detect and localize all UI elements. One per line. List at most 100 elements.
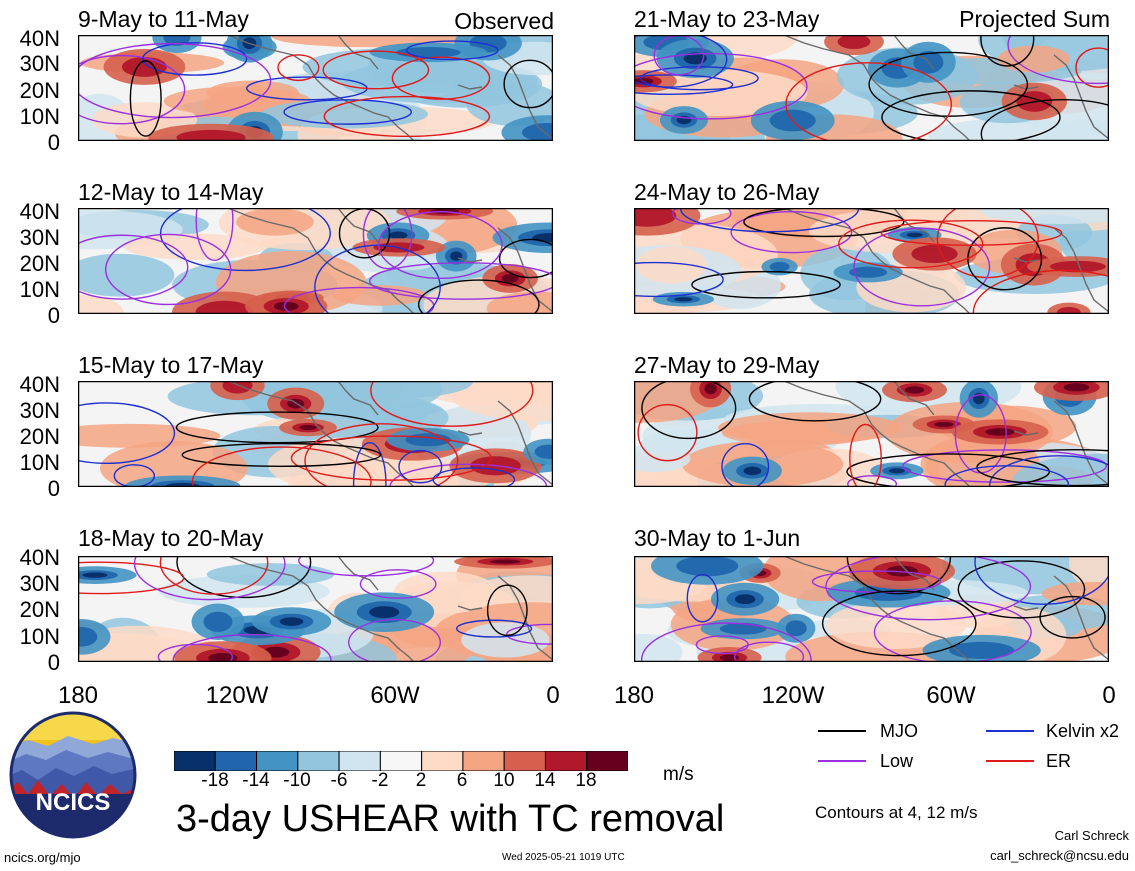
shear-shading: [222, 381, 253, 394]
map-panel-left-3: [78, 381, 553, 487]
lat-label: 0: [47, 130, 60, 155]
anomaly-contour: [176, 556, 312, 599]
website-link[interactable]: ncics.org/mjo: [4, 850, 81, 865]
colorbar-swatch: [174, 751, 216, 771]
lat-label: 40N: [19, 545, 60, 570]
shear-shading: [78, 627, 98, 647]
anomaly-contour: [686, 573, 719, 623]
anomaly-contour: [405, 40, 499, 61]
colorbar-swatch: [297, 751, 340, 771]
colorbar: [174, 751, 628, 771]
map-frame: [78, 556, 553, 662]
anomaly-contour: [368, 262, 553, 300]
shear-shading: [985, 428, 1015, 436]
shear-shading: [743, 466, 762, 476]
shear-shading: [934, 421, 954, 428]
coastline: [227, 208, 553, 314]
anomaly-contour: [191, 446, 372, 487]
lon-label-left: 120W: [205, 682, 269, 709]
panel-title-left-2: 12-May to 14-May: [78, 179, 264, 205]
shear-shading: [206, 563, 335, 586]
map-frame: [78, 208, 553, 314]
logo-text: NCICS: [36, 789, 111, 816]
anomaly-contour: [506, 623, 553, 645]
legend-label-er: ER: [1046, 751, 1072, 771]
anomaly-contour: [362, 208, 413, 270]
anomaly-contour: [498, 238, 553, 279]
anomaly-contour: [159, 556, 269, 595]
anomaly-contour: [881, 90, 1061, 141]
anomaly-contour: [78, 234, 189, 300]
anomaly-contour: [880, 220, 1063, 246]
panel-title-right-3: 27-May to 29-May: [634, 352, 820, 378]
colorbar-swatch: [379, 751, 423, 771]
lat-label: 0: [47, 303, 60, 328]
shear-shading: [634, 208, 677, 227]
anomaly-contour: [370, 381, 534, 427]
anomaly-contour: [304, 423, 459, 487]
anomaly-contour: [634, 74, 734, 95]
shear-shading: [928, 118, 1088, 141]
lat-label: 20N: [19, 251, 60, 276]
contours-note: Contours at 4, 12 m/s: [815, 803, 978, 822]
anomaly-contour: [988, 455, 1109, 487]
anomaly-contour: [853, 227, 991, 307]
anomaly-contour: [398, 449, 443, 484]
panel-title-left-1: 9-May to 11-May: [78, 6, 249, 32]
anomaly-contour: [486, 584, 528, 637]
author-email[interactable]: carl_schreck@ncsu.edu: [990, 848, 1129, 863]
anomaly-contour: [944, 465, 1070, 487]
map-frame: [78, 381, 553, 487]
colorbar-swatch: [256, 751, 299, 771]
lat-label: 30N: [19, 51, 60, 76]
shear-shading: [208, 652, 238, 662]
lat-label: 30N: [19, 398, 60, 423]
shear-shading: [888, 468, 905, 474]
anomaly-contour: [157, 643, 234, 662]
lat-label: 40N: [19, 26, 60, 51]
shear-shading: [1012, 453, 1109, 487]
anomaly-contour: [417, 279, 540, 314]
colorbar-swatch: [214, 751, 258, 771]
lat-label: 30N: [19, 571, 60, 596]
legend-line-low: [818, 760, 866, 762]
legend-label-low: Low: [880, 751, 914, 771]
shear-shading: [997, 45, 1071, 73]
legend-line-mjo: [818, 730, 866, 732]
coastline: [783, 208, 1109, 314]
colorbar-tick: 2: [415, 770, 427, 791]
lat-label: 20N: [19, 597, 60, 622]
lat-label: 40N: [19, 199, 60, 224]
shear-shading: [826, 600, 967, 650]
shear-shading: [719, 654, 740, 661]
anomaly-contour: [825, 556, 1032, 621]
shear-shading: [719, 622, 767, 635]
shear-shading: [176, 129, 246, 141]
shear-shading: [683, 52, 707, 65]
shear-shading: [1063, 383, 1090, 392]
colorbar-swatch: [503, 751, 546, 771]
anomaly-contour: [290, 435, 492, 481]
anomaly-contour: [743, 208, 905, 238]
anomaly-contour: [129, 60, 162, 137]
anomaly-contour: [846, 556, 952, 595]
shear-shading: [78, 295, 124, 314]
shear-shading: [195, 300, 254, 314]
colorbar-tick: 14: [534, 770, 556, 791]
shear-shading: [489, 559, 521, 564]
anomaly-contour: [503, 59, 553, 109]
shear-shading: [121, 57, 167, 77]
coastline: [227, 556, 553, 662]
panel-title-right-4: 30-May to 1-Jun: [634, 525, 801, 551]
anomaly-contour: [172, 633, 332, 662]
shear-shading: [1049, 260, 1106, 273]
anomaly-contour: [634, 52, 808, 120]
shear-shading: [634, 69, 808, 116]
shear-shading: [1057, 306, 1081, 314]
ncics-logo: NCICS: [9, 711, 137, 839]
shear-shading: [904, 386, 925, 394]
colorbar-swatch: [544, 751, 588, 771]
shear-shading: [82, 572, 108, 578]
lon-label-right: 60W: [926, 682, 976, 709]
anomaly-contour: [1075, 47, 1109, 88]
